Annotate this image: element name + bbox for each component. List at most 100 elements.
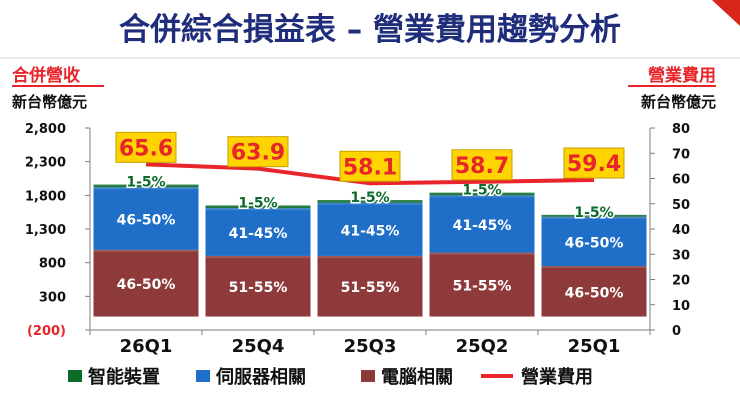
bars — [93, 184, 647, 317]
bar-伺服器相關-25Q4 — [205, 208, 311, 256]
opex-label-value: 63.9 — [231, 141, 285, 166]
bar-highlight — [429, 252, 535, 255]
opex-label-25Q3: 58.1 — [339, 150, 401, 182]
left-tick-label: 2,300 — [25, 156, 66, 171]
right-axis-title: 營業費用 — [648, 65, 716, 86]
bar-highlight — [541, 214, 647, 217]
category-label-26Q1: 26Q1 — [120, 336, 173, 357]
bar-電腦相關-25Q2 — [429, 252, 535, 317]
bar-data-label: 1-5% — [574, 205, 613, 221]
bar-data-label: 51-55% — [453, 279, 512, 295]
right-tick-label: 0 — [672, 324, 681, 339]
legend-label: 智能裝置 — [88, 366, 160, 388]
right-axis-unit: 新台幣億元 — [641, 93, 716, 111]
right-tick-label: 60 — [672, 173, 690, 188]
bar-highlight — [317, 200, 423, 203]
bar-電腦相關-25Q1 — [541, 266, 647, 317]
bar-highlight — [205, 208, 311, 211]
bar-highlight — [205, 205, 311, 208]
bar-電腦相關-26Q1 — [93, 249, 199, 317]
bar-伺服器相關-25Q1 — [541, 216, 647, 267]
opex-label-value: 58.7 — [455, 154, 509, 179]
left-axis-title: 合併營收 — [12, 65, 80, 86]
legend-item-智能裝置: 智能裝置 — [68, 366, 160, 388]
bar-data-label: 1-5% — [126, 175, 165, 191]
category-label-25Q3: 25Q3 — [344, 336, 397, 357]
bar-highlight — [205, 255, 311, 258]
opex-label-box — [227, 136, 289, 168]
left-tick-label: 300 — [39, 290, 66, 305]
bar-highlight — [541, 216, 647, 219]
opex-label-value: 59.4 — [567, 152, 621, 177]
bar-highlight — [317, 202, 423, 205]
right-tick-label: 40 — [672, 223, 690, 238]
opex-label-value: 65.6 — [119, 136, 173, 161]
bar-data-label: 1-5% — [238, 195, 277, 211]
legend-item-伺服器相關: 伺服器相關 — [196, 366, 306, 388]
legend-label: 電腦相關 — [381, 366, 453, 388]
bar-電腦相關-25Q3 — [317, 255, 423, 317]
opex-label-value: 58.1 — [343, 155, 397, 180]
category-label-25Q1: 25Q1 — [568, 336, 621, 357]
legend-label: 伺服器相關 — [215, 366, 306, 388]
bar-data-label: 41-45% — [453, 218, 512, 234]
legend-label: 營業費用 — [521, 366, 593, 388]
bar-labels: 46-50% 46-50% 1-5% 51-55% 41-45% 1-5% 51-55% 41… — [117, 173, 624, 301]
opex-label-25Q4: 63.9 — [227, 136, 289, 168]
legend-box-swatch — [361, 370, 375, 382]
left-tick-label: 1,800 — [25, 189, 66, 204]
opex-line-series — [145, 162, 595, 186]
opex-label-26Q1: 65.6 — [115, 131, 177, 163]
bar-電腦相關-25Q4 — [205, 255, 311, 317]
opex-label-box — [115, 131, 177, 163]
opex-label-box — [339, 150, 401, 182]
bar-highlight — [93, 187, 199, 190]
right-tick-label: 10 — [672, 299, 690, 314]
legend-item-電腦相關: 電腦相關 — [361, 366, 453, 388]
right-tick-label: 50 — [672, 198, 690, 213]
page-title: 合併綜合損益表 – 營業費用趨勢分析 — [119, 12, 621, 48]
legend-box-swatch — [68, 370, 82, 382]
bar-伺服器相關-26Q1 — [93, 187, 199, 250]
bar-智能裝置-25Q3 — [317, 200, 423, 203]
opex-label-box — [563, 147, 625, 179]
bar-data-label: 46-50% — [117, 277, 176, 293]
bar-伺服器相關-25Q2 — [429, 195, 535, 253]
bar-data-label: 46-50% — [565, 285, 624, 301]
left-tick-label: 1,300 — [25, 223, 66, 238]
right-tick-label: 30 — [672, 248, 690, 263]
legend-box-swatch — [196, 370, 210, 382]
opex-label-25Q1: 59.4 — [563, 147, 625, 179]
category-label-25Q2: 25Q2 — [456, 336, 509, 357]
bar-data-label: 41-45% — [341, 223, 400, 239]
corner-decoration — [712, 0, 740, 26]
right-tick-label: 70 — [672, 147, 690, 162]
legend-item-營業費用: 營業費用 — [481, 366, 593, 388]
axes: (200) 300 800 1,300 1,800 2,300 2,800 0 10 20 30 40… — [25, 122, 690, 339]
left-tick-label: (200) — [27, 324, 66, 339]
bar-智能裝置-25Q1 — [541, 214, 647, 217]
opex-label-box — [451, 149, 513, 181]
bar-data-label: 46-50% — [117, 213, 176, 229]
bar-highlight — [541, 266, 647, 269]
bar-highlight — [429, 192, 535, 195]
bar-data-label: 1-5% — [350, 190, 389, 206]
bar-伺服器相關-25Q3 — [317, 202, 423, 256]
opex-labels: 65.6 63.9 58.1 58.7 59.4 — [115, 131, 625, 182]
bar-highlight — [93, 249, 199, 252]
right-tick-label: 20 — [672, 274, 690, 289]
bar-highlight — [429, 195, 535, 198]
left-axis-unit: 新台幣億元 — [12, 93, 87, 111]
bar-data-label: 41-45% — [229, 226, 288, 242]
left-tick-label: 2,800 — [25, 122, 66, 137]
opex-line — [145, 162, 595, 186]
bar-highlight — [317, 255, 423, 258]
bar-data-label: 1-5% — [462, 183, 501, 199]
left-tick-label: 800 — [39, 257, 66, 272]
bar-智能裝置-25Q4 — [205, 205, 311, 209]
bar-highlight — [93, 184, 199, 187]
opex-label-25Q2: 58.7 — [451, 149, 513, 181]
bar-data-label: 46-50% — [565, 235, 624, 251]
